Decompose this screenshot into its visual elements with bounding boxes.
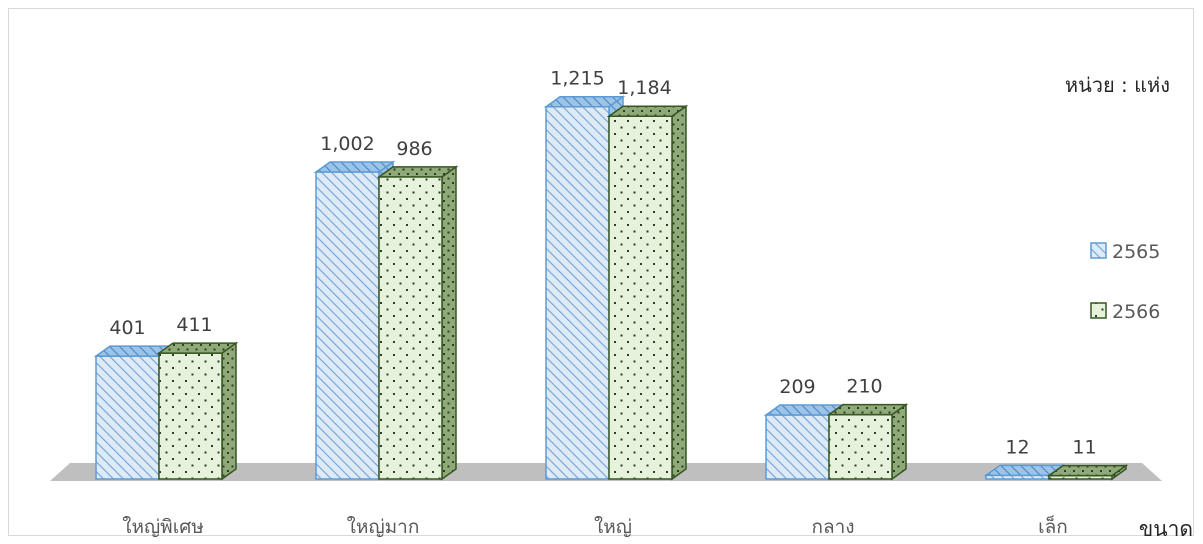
legend-label-2566: 2566 (1112, 301, 1160, 323)
bar-s2566-2 (606, 104, 689, 481)
labels-layer: 401 411 ใหญ่พิเศษ 1,002 986 ใหญ่มาก 1,215 1,184… (109, 68, 1096, 538)
bar-top (543, 95, 626, 108)
category-label-2: ใหญ่ (594, 516, 632, 538)
bar-s2566-0 (156, 341, 239, 481)
category-label-3: กลาง (811, 516, 854, 538)
data-label-s2566-1: 986 (396, 138, 432, 160)
bar-side (671, 104, 687, 481)
data-label-s2565-3: 209 (779, 376, 815, 398)
bar-side (441, 165, 457, 481)
legend-swatch-2566 (1090, 302, 1107, 319)
data-label-s2566-2: 1,184 (617, 77, 671, 99)
bar-front (608, 115, 673, 480)
bar-front (828, 413, 893, 480)
bar-front (158, 352, 223, 480)
data-label-s2566-0: 411 (176, 314, 212, 336)
bar-s2566-3 (826, 403, 909, 481)
bars-layer (93, 95, 1129, 481)
data-label-s2565-4: 12 (1005, 436, 1029, 458)
bar-top (376, 166, 459, 178)
data-label-s2565-0: 401 (109, 317, 145, 339)
bar-front (378, 176, 443, 480)
bar-front (765, 414, 830, 480)
bar-top (1046, 464, 1129, 477)
bar-side (221, 341, 237, 481)
legend-swatch-2565 (1090, 242, 1107, 259)
bar-front (95, 355, 160, 480)
bar-side (891, 403, 907, 481)
category-label-0: ใหญ่พิเศษ (122, 516, 204, 538)
bar-top (313, 161, 396, 173)
category-label-4: เล็ก (1038, 514, 1068, 538)
legend-item-2566: 2566 (1090, 301, 1160, 323)
legend-label-2565: 2565 (1112, 241, 1160, 263)
bar-top (606, 105, 689, 117)
data-label-s2566-4: 11 (1072, 437, 1096, 459)
x-axis-title: ขนาด (1139, 517, 1193, 541)
bar-top (156, 342, 239, 354)
bar-top (826, 403, 909, 416)
data-label-s2565-1: 1,002 (320, 133, 374, 155)
legend-item-2565: 2565 (1090, 241, 1160, 263)
bar-front (545, 105, 610, 480)
category-label-1: ใหญ่มาก (347, 516, 420, 538)
unit-label: หน่วย : แห่ง (1065, 73, 1170, 97)
data-label-s2566-3: 210 (846, 376, 882, 398)
data-label-s2565-2: 1,215 (550, 68, 604, 90)
legend: 2565 2566 (1090, 241, 1160, 323)
bar-s2566-1 (376, 165, 459, 481)
bar-s2566-4 (1046, 464, 1129, 481)
bar-front (315, 171, 380, 480)
